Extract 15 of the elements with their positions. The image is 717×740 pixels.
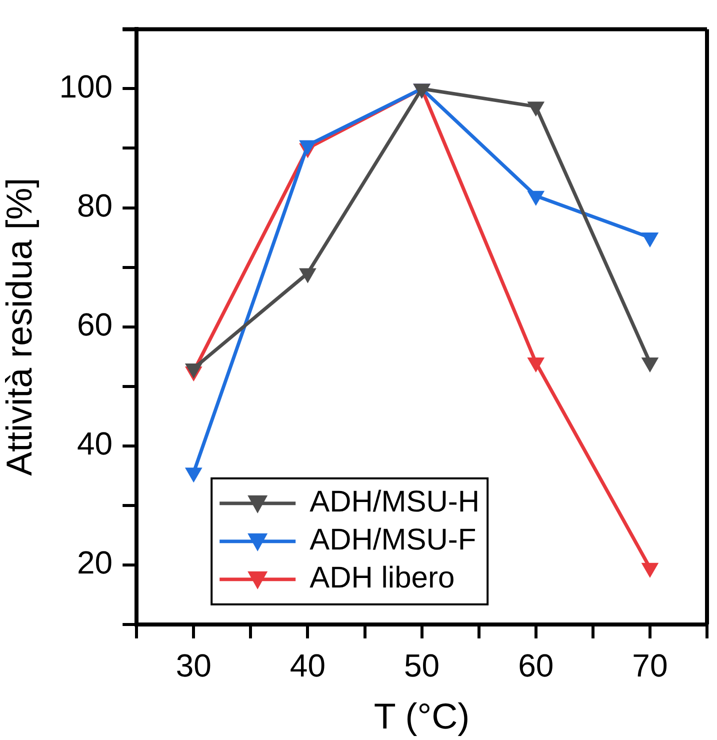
legend-label: ADH libero [310, 562, 455, 595]
y-axis-title: Attività residua [%] [0, 178, 40, 476]
y-tick-label: 80 [76, 188, 113, 224]
y-tick-label: 60 [76, 306, 113, 343]
y-tick-label: 20 [76, 544, 113, 581]
x-tick-label: 40 [290, 647, 326, 684]
x-tick-label: 30 [176, 647, 212, 684]
x-tick-label: 50 [404, 647, 440, 684]
x-axis-title: T (°C) [374, 695, 470, 736]
y-tick-label: 40 [76, 426, 113, 462]
x-tick-label: 70 [632, 647, 668, 684]
legend-label: ADH/MSU-H [310, 486, 480, 519]
legend-label: ADH/MSU-F [310, 524, 476, 557]
x-tick-label: 60 [518, 647, 554, 684]
y-tick-label: 100 [59, 68, 113, 105]
